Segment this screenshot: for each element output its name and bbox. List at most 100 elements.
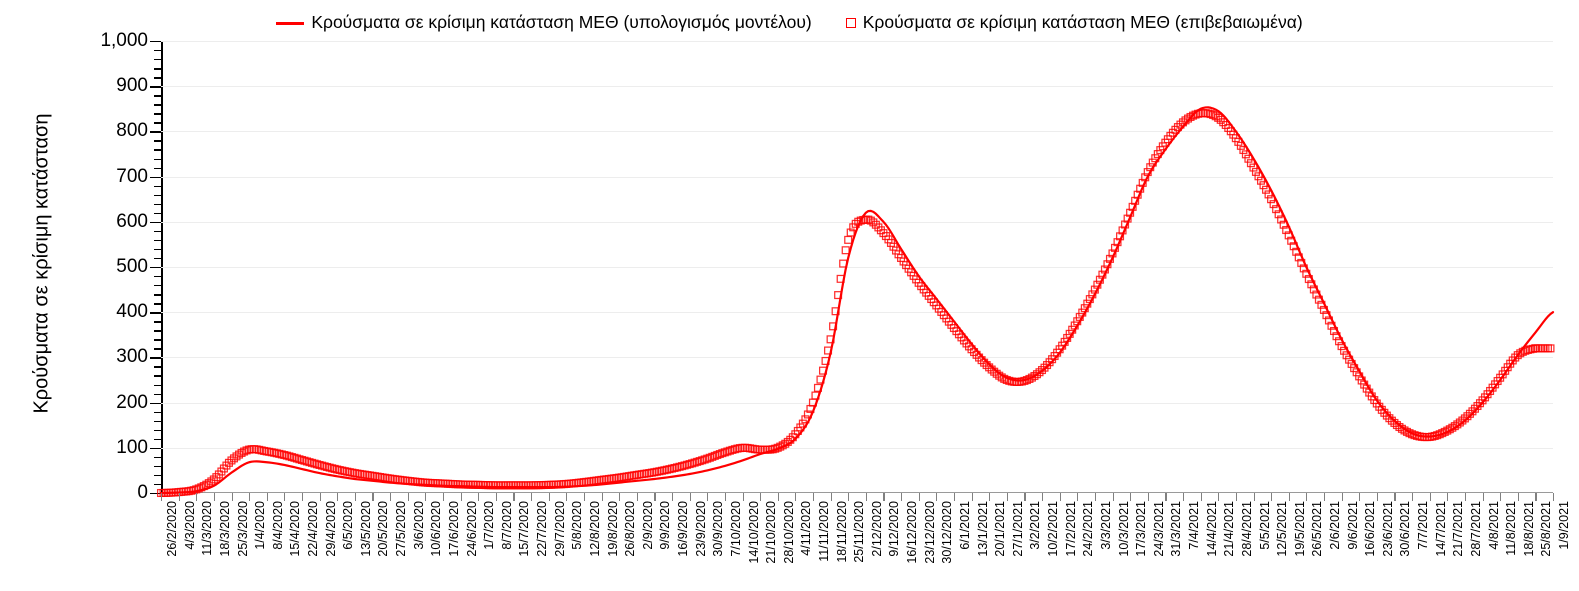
x-axis-tick <box>1288 493 1290 501</box>
y-axis-minor-tick <box>154 339 161 341</box>
x-axis-tick <box>1500 493 1502 501</box>
x-axis-tick <box>971 493 973 501</box>
y-axis-minor-tick <box>154 321 161 323</box>
legend-item-model[interactable]: Κρούσματα σε κρίσιμη κατάσταση ΜΕΘ (υπολ… <box>276 14 812 32</box>
y-axis-tick <box>150 41 161 43</box>
x-axis-tick-label: 19/8/2020 <box>605 501 620 557</box>
x-axis-tick-label: 16/9/2020 <box>676 501 690 557</box>
x-axis-tick <box>478 493 480 501</box>
x-axis-tick-label: 2/9/2020 <box>640 501 655 550</box>
y-axis-tick-label: 400 <box>116 301 148 323</box>
x-axis-tick <box>672 493 674 501</box>
x-axis-tick-label: 2/6/2021 <box>1327 501 1342 550</box>
y-axis-minor-tick <box>154 149 161 151</box>
x-axis-tick-label: 20/5/2020 <box>376 501 391 557</box>
x-axis-tick <box>1077 493 1079 501</box>
x-axis-tick <box>1059 493 1061 501</box>
x-axis-tick-label: 4/11/2020 <box>799 501 814 556</box>
x-axis-tick-label: 23/12/2020 <box>922 501 937 564</box>
x-axis-line <box>161 491 1553 493</box>
plot-area <box>156 41 1555 498</box>
x-axis-tick-label: 29/7/2020 <box>552 501 567 557</box>
x-axis-tick-label: 7/7/2021 <box>1416 501 1430 550</box>
x-axis-tick-label: 10/3/2021 <box>1116 501 1131 557</box>
y-axis-tick <box>150 402 161 404</box>
x-axis-tick-label: 6/1/2021 <box>957 501 972 550</box>
x-axis-tick <box>1464 493 1467 501</box>
x-axis-tick <box>1130 493 1132 501</box>
x-axis-tick <box>1376 493 1378 501</box>
x-axis-tick <box>302 493 304 501</box>
y-axis-minor-tick <box>154 483 161 486</box>
y-axis-minor-tick <box>154 68 161 70</box>
x-axis-tick-label: 27/5/2020 <box>394 501 409 557</box>
x-axis-tick-label: 11/8/2021 <box>1504 501 1519 556</box>
y-axis-minor-tick <box>154 257 161 260</box>
x-axis-tick-label: 25/3/2020 <box>235 501 250 557</box>
x-axis-tick <box>1553 493 1555 501</box>
x-axis-tick <box>918 493 920 501</box>
x-axis-tick-label: 26/5/2021 <box>1310 501 1325 557</box>
x-axis-tick <box>1200 493 1202 501</box>
x-axis-tick-label: 11/11/2020 <box>816 501 831 562</box>
x-axis-tick <box>1482 493 1484 501</box>
x-axis-tick <box>460 493 462 501</box>
x-axis-tick-label: 3/3/2021 <box>1098 501 1113 550</box>
x-axis-tick <box>249 493 251 501</box>
x-axis-tick-label: 8/4/2020 <box>270 501 285 550</box>
x-axis-tick-label: 28/7/2021 <box>1468 501 1483 557</box>
x-axis-tick <box>742 493 744 501</box>
legend-square-icon <box>845 18 856 28</box>
x-axis-tick <box>1094 493 1097 501</box>
y-axis-minor-tick <box>154 185 161 188</box>
x-axis-tick-label: 3/2/2021 <box>1028 501 1043 550</box>
x-axis-tick <box>1165 493 1167 501</box>
y-axis-minor-tick <box>154 230 161 233</box>
legend-line-icon <box>276 21 305 25</box>
y-axis-minor-tick <box>154 276 161 278</box>
x-axis-tick-label: 12/8/2020 <box>587 501 602 557</box>
x-axis-tick <box>566 493 568 501</box>
y-axis-tick-label: 100 <box>116 436 148 458</box>
x-axis-tick <box>901 493 903 501</box>
x-axis-tick-label: 18/8/2021 <box>1521 501 1536 557</box>
y-axis-tick <box>150 493 161 495</box>
legend-label-confirmed: Κρούσματα σε κρίσιμη κατάσταση ΜΕΘ (επιβ… <box>862 12 1303 33</box>
x-axis-tick-label: 24/2/2021 <box>1081 501 1096 557</box>
x-axis-tick-label: 9/9/2020 <box>658 501 673 550</box>
y-axis-tick <box>150 131 161 133</box>
x-axis-tick-label: 21/7/2021 <box>1451 501 1466 557</box>
y-axis-minor-tick <box>154 158 161 160</box>
x-axis-tick <box>601 493 603 501</box>
x-axis-tick <box>161 493 163 501</box>
gridline <box>161 41 1553 42</box>
y-axis-tick-label: 1,000 <box>100 30 148 51</box>
x-axis-tick-label: 16/12/2020 <box>905 501 920 564</box>
x-axis-tick <box>1271 493 1273 501</box>
y-axis-minor-tick <box>154 104 161 106</box>
x-axis-tick <box>619 493 621 501</box>
y-axis-minor-tick <box>154 77 161 79</box>
legend-item-confirmed[interactable]: Κρούσματα σε κρίσιμη κατάσταση ΜΕΘ (επιβ… <box>845 12 1303 33</box>
gridline <box>161 267 1553 268</box>
x-axis-tick-label: 25/11/2020 <box>852 501 867 563</box>
x-axis-tick <box>636 493 638 501</box>
x-axis-tick-label: 18/3/2020 <box>217 501 232 557</box>
x-axis-tick-label: 22/7/2020 <box>535 501 549 557</box>
x-axis-tick <box>337 493 339 501</box>
x-axis-tick <box>425 493 427 501</box>
x-axis-tick-label: 22/4/2020 <box>306 501 320 557</box>
x-axis-tick-label: 1/7/2020 <box>482 501 497 550</box>
x-axis-tick <box>1235 493 1237 501</box>
y-axis-minor-tick <box>154 248 161 251</box>
x-axis-tick-label: 8/7/2020 <box>499 501 514 550</box>
y-axis-minor-tick <box>154 330 161 332</box>
x-axis-tick <box>372 493 374 501</box>
y-axis-tick <box>150 267 161 269</box>
x-axis-tick-label: 19/5/2021 <box>1292 501 1307 557</box>
y-axis-minor-tick <box>154 122 161 124</box>
x-axis-tick <box>812 493 815 501</box>
x-axis-tick-label: 14/10/2020 <box>746 501 761 564</box>
x-axis-tick-label: 17/6/2020 <box>446 501 461 557</box>
